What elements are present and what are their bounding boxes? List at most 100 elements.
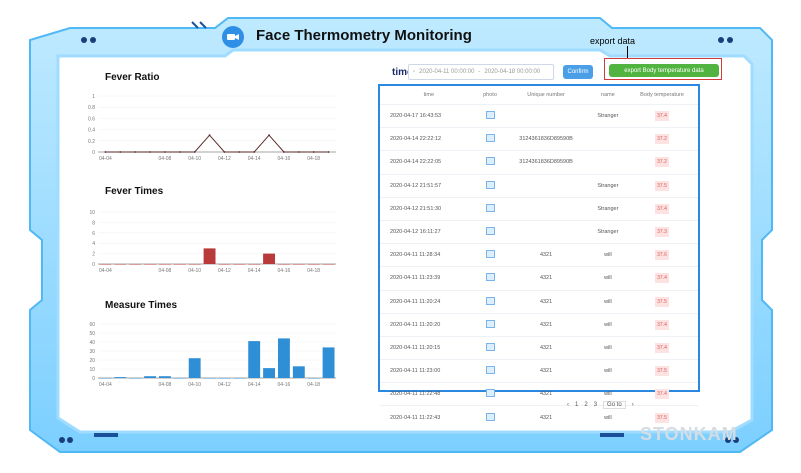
row-name: will <box>589 405 627 429</box>
row-name: will <box>589 243 627 267</box>
photo-icon[interactable] <box>485 389 495 398</box>
x-tick-label: 04-08 <box>159 382 172 388</box>
data-point <box>149 151 151 153</box>
page-button[interactable]: 3 <box>593 401 598 408</box>
table-header-row: time photo Unique number name Body tempe… <box>380 86 698 105</box>
row-photo[interactable] <box>477 266 503 290</box>
bar <box>277 338 290 378</box>
table-row[interactable]: 2020-04-12 21:51:57 Stranger 37.5 <box>380 173 698 198</box>
x-tick-label: 04-16 <box>278 268 291 274</box>
table-row[interactable]: 2020-04-12 21:51:30 Stranger 37.4 <box>380 196 698 221</box>
photo-icon[interactable] <box>485 366 495 375</box>
row-photo[interactable] <box>477 103 503 128</box>
data-point <box>208 134 211 137</box>
row-photo[interactable] <box>477 219 503 244</box>
data-point <box>253 151 256 153</box>
export-button[interactable]: export Body temperature data <box>609 64 719 77</box>
data-point <box>119 151 122 153</box>
photo-icon[interactable] <box>485 319 495 328</box>
temperature-badge: 37.4 <box>655 342 670 353</box>
photo-icon[interactable] <box>485 134 495 143</box>
row-photo[interactable] <box>477 359 503 383</box>
temperature-badge: 37.4 <box>655 203 670 214</box>
row-time: 2020-04-12 16:11:27 <box>380 219 478 244</box>
y-tick-label: 2 <box>92 252 95 258</box>
table-row[interactable]: 2020-04-11 11:22:48 4321 will 37.4 <box>380 382 698 406</box>
row-temperature: 37.5 <box>626 289 698 314</box>
temperature-badge: 37.2 <box>655 134 670 145</box>
temperature-badge: 37.4 <box>655 389 670 400</box>
table-row[interactable]: 2020-04-11 11:23:00 4321 will 37.5 <box>380 359 698 383</box>
photo-icon[interactable] <box>485 250 495 259</box>
page-button[interactable]: 1 <box>575 401 579 408</box>
row-photo[interactable] <box>477 335 503 360</box>
page-button[interactable]: 2 <box>584 401 588 408</box>
x-tick-label: 04-12 <box>218 268 231 274</box>
table-row[interactable]: 2020-04-11 11:23:39 4321 will 37.4 <box>380 266 698 290</box>
x-tick-label: 04-04 <box>99 268 112 274</box>
bar <box>129 378 142 379</box>
table-row[interactable]: 2020-04-11 11:22:43 4321 will 37.5 <box>380 405 698 429</box>
photo-icon[interactable] <box>485 111 495 120</box>
row-unique-number: 4321 <box>502 289 590 314</box>
x-tick-label: 04-18 <box>307 156 320 162</box>
temperature-badge: 37.2 <box>655 157 670 168</box>
data-point <box>283 151 285 153</box>
row-photo[interactable] <box>477 196 503 221</box>
data-point <box>327 151 330 153</box>
row-photo[interactable] <box>477 382 503 406</box>
data-point <box>104 151 107 153</box>
bar <box>292 366 305 378</box>
bar <box>203 378 216 379</box>
temperature-badge: 37.4 <box>655 111 670 122</box>
prev-page-button[interactable]: ‹ <box>567 401 569 408</box>
y-tick-label: 60 <box>89 322 95 328</box>
goto-page-input[interactable]: Go to <box>603 400 626 409</box>
fever-ratio-line <box>105 134 329 153</box>
row-photo[interactable] <box>477 243 503 267</box>
time-range-input[interactable]: ▫ 2020-04-11 00:00:00 - 2020-04-18 00:00… <box>408 64 554 80</box>
photo-icon[interactable] <box>485 296 495 305</box>
photo-icon[interactable] <box>485 203 495 212</box>
table-row[interactable]: 2020-04-12 16:11:27 Stranger 37.3 <box>380 219 698 244</box>
table-row[interactable]: 2020-04-11 11:20:15 4321 will 37.4 <box>380 335 698 360</box>
photo-icon[interactable] <box>485 412 495 421</box>
table-row[interactable]: 2020-04-14 22:22:05 3124361836D89590B 37.2 <box>380 150 698 175</box>
row-photo[interactable] <box>477 405 503 429</box>
photo-icon[interactable] <box>485 180 495 189</box>
y-tick-label: 0 <box>92 376 95 382</box>
x-tick-label: 04-12 <box>218 382 231 388</box>
row-photo[interactable] <box>477 289 503 314</box>
table-row[interactable]: 2020-04-11 11:28:34 4321 will 37.6 <box>380 243 698 267</box>
row-name: Stranger <box>589 103 627 128</box>
table-row[interactable]: 2020-04-14 22:22:12 3124361836D89590B 37.2 <box>380 127 698 151</box>
photo-icon[interactable] <box>485 273 495 282</box>
table-row[interactable]: 2020-04-17 16:43:53 Stranger 37.4 <box>380 103 698 128</box>
row-photo[interactable] <box>477 312 503 337</box>
x-tick-label: 04-18 <box>307 268 320 274</box>
photo-icon[interactable] <box>485 227 495 236</box>
row-unique-number: 4321 <box>502 266 590 290</box>
y-tick-label: 50 <box>89 331 95 337</box>
photo-icon[interactable] <box>485 342 495 351</box>
row-time: 2020-04-11 11:28:34 <box>380 243 478 267</box>
confirm-button[interactable]: Confirm <box>563 65 593 79</box>
row-photo[interactable] <box>477 173 503 198</box>
temperature-badge: 37.3 <box>655 227 670 238</box>
row-temperature: 37.3 <box>626 219 698 244</box>
y-tick-label: 0 <box>92 150 95 156</box>
row-photo[interactable] <box>477 127 503 151</box>
next-page-button[interactable]: › <box>631 401 634 408</box>
row-temperature: 37.4 <box>626 196 698 221</box>
row-photo[interactable] <box>477 150 503 175</box>
row-time: 2020-04-11 11:20:24 <box>380 289 478 314</box>
bar <box>188 264 201 265</box>
photo-icon[interactable] <box>485 157 495 166</box>
data-point <box>223 151 226 153</box>
row-temperature: 37.5 <box>626 359 698 383</box>
table-row[interactable]: 2020-04-11 11:20:24 4321 will 37.5 <box>380 289 698 314</box>
row-unique-number: 4321 <box>502 405 590 429</box>
bar <box>322 264 335 265</box>
chart-title: Measure Times <box>105 300 178 311</box>
table-row[interactable]: 2020-04-11 11:20:20 4321 will 37.4 <box>380 312 698 337</box>
